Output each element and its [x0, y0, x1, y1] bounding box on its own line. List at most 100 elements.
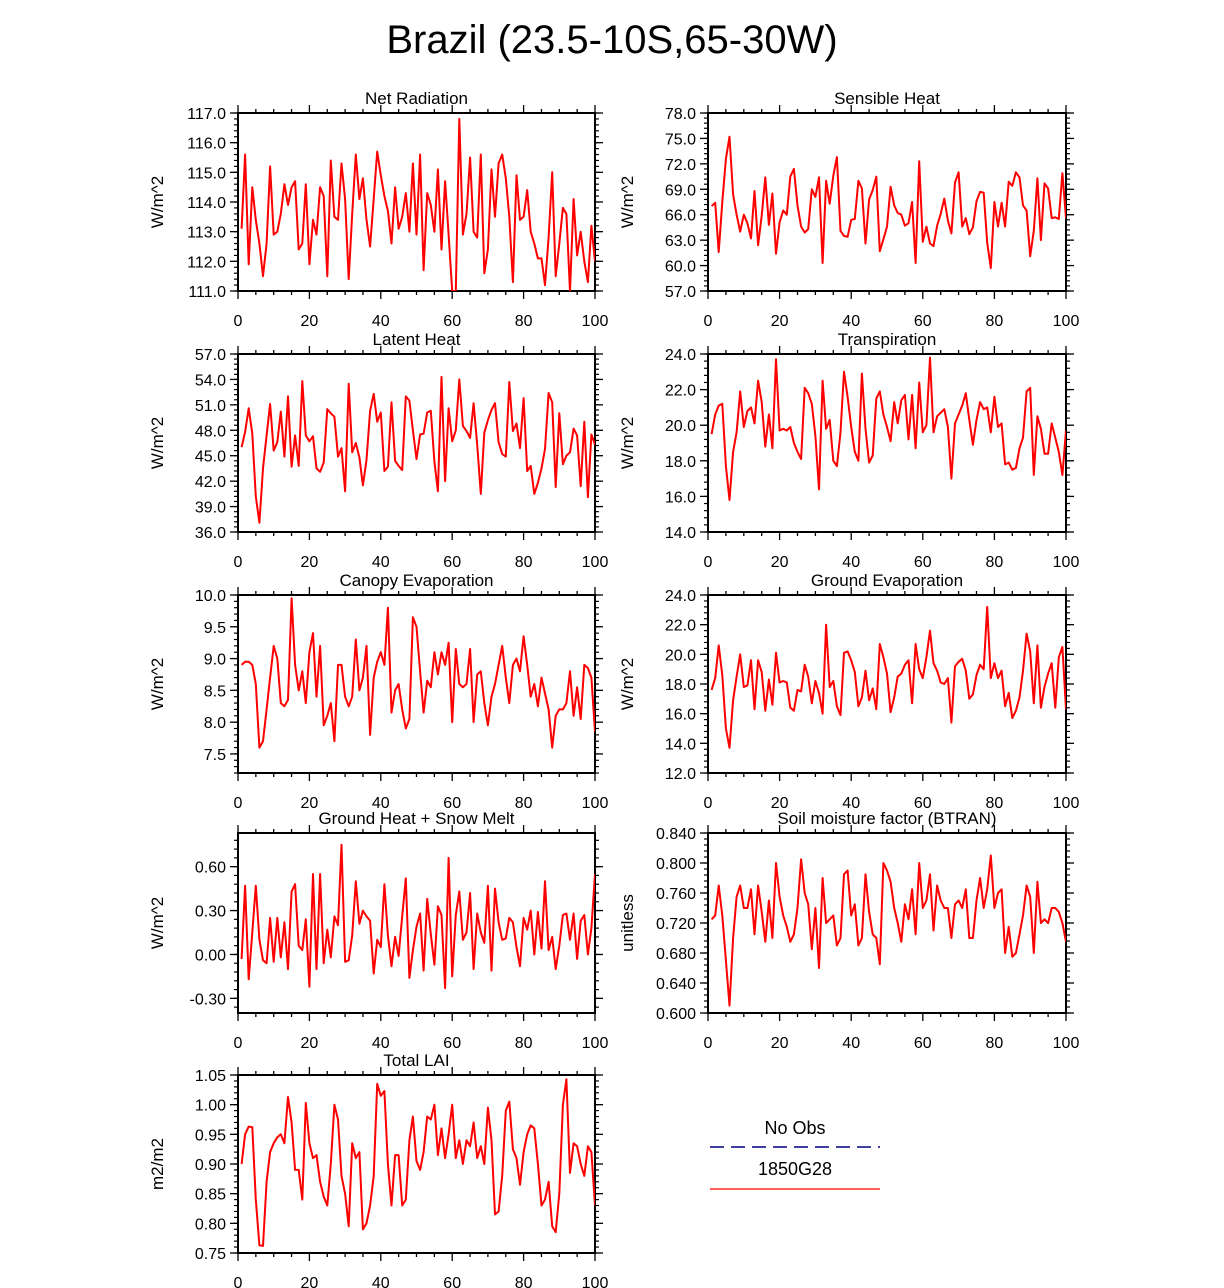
- y-tick-label: 57.0: [665, 284, 696, 301]
- series-line-1850g28: [240, 375, 595, 524]
- y-tick-label: 14.0: [665, 736, 696, 753]
- y-axis-label: W/m^2: [148, 658, 167, 710]
- panel-title: Soil moisture factor (BTRAN): [777, 809, 996, 828]
- plot-frame: [707, 832, 1067, 1014]
- legend: No Obs 1850G28: [710, 1118, 880, 1190]
- y-tick-label: 78.0: [665, 106, 696, 123]
- panel-title: Sensible Heat: [834, 89, 940, 108]
- panel-title: Latent Heat: [373, 330, 461, 349]
- plot-frame: [237, 1074, 596, 1254]
- legend-model-label: 1850G28: [758, 1159, 832, 1179]
- y-tick-label: 18.0: [665, 454, 696, 471]
- y-tick-label: 66.0: [665, 208, 696, 225]
- x-tick-label: 20: [301, 1275, 319, 1288]
- y-axis-label: W/m^2: [618, 176, 637, 228]
- x-tick-label: 60: [914, 795, 932, 812]
- x-tick-label: 40: [372, 1035, 390, 1052]
- y-tick-label: 45.0: [195, 449, 226, 466]
- plot-frame: [707, 112, 1067, 292]
- y-tick-label: 0.800: [656, 856, 696, 873]
- y-tick-label: 113.0: [187, 225, 226, 242]
- panel-total-lai: Total LAI m2/m2 0 20 40 60 80 100 0.75 0.80 0.85 0.…: [148, 1051, 608, 1288]
- panel-net-radiation: Net Radiation W/m^2 0 20 40 60 80 100 111.0 112.0…: [148, 89, 608, 330]
- y-axis-label: W/m^2: [618, 658, 637, 710]
- x-tick-label: 40: [372, 313, 390, 330]
- x-tick-label: 20: [771, 313, 789, 330]
- plot-frame: [707, 353, 1067, 533]
- x-tick-label: 40: [372, 795, 390, 812]
- x-tick-label: 60: [914, 313, 932, 330]
- panel-ground-heat-snow-melt: Ground Heat + Snow Melt W/m^2 0 20 40 60 80 100…: [148, 809, 608, 1052]
- y-tick-label: 22.0: [665, 383, 696, 400]
- y-tick-label: 22.0: [665, 618, 696, 635]
- y-tick-label: 0.760: [656, 886, 696, 903]
- y-tick-label: 54.0: [195, 372, 226, 389]
- y-tick-label: 116.0: [187, 136, 226, 153]
- y-tick-label: 0.95: [195, 1127, 226, 1144]
- series-line-1850g28: [240, 117, 595, 291]
- x-tick-label: 0: [234, 554, 243, 571]
- y-tick-label: 0.30: [195, 904, 226, 921]
- y-tick-label: 57.0: [195, 347, 226, 364]
- y-tick-label: 0.75: [195, 1246, 226, 1263]
- y-tick-label: 12.0: [665, 766, 696, 783]
- y-axis-label: unitless: [618, 894, 637, 952]
- y-axis-label: W/m^2: [618, 417, 637, 469]
- y-tick-label: 117.0: [187, 106, 226, 123]
- panel-title: Net Radiation: [365, 89, 468, 108]
- x-tick-label: 40: [372, 554, 390, 571]
- x-tick-label: 40: [372, 1275, 390, 1288]
- panel-title: Ground Evaporation: [811, 571, 963, 590]
- y-tick-label: 1.05: [195, 1068, 226, 1085]
- panel-ground-evaporation: Ground Evaporation W/m^2 0 20 40 60 80 100 12.0 1…: [618, 571, 1079, 812]
- y-tick-label: 0.720: [656, 916, 696, 933]
- y-tick-label: 75.0: [665, 131, 696, 148]
- series-line-1850g28: [240, 843, 595, 990]
- y-tick-label: 1.00: [195, 1098, 226, 1115]
- x-tick-label: 40: [842, 795, 860, 812]
- series-line-1850g28: [710, 356, 1066, 501]
- x-tick-label: 0: [234, 1035, 243, 1052]
- y-axis-label: m2/m2: [148, 1138, 167, 1190]
- x-tick-label: 40: [842, 1035, 860, 1052]
- x-tick-label: 80: [986, 554, 1004, 571]
- x-tick-label: 0: [704, 313, 713, 330]
- x-tick-label: 80: [515, 313, 533, 330]
- y-tick-label: 63.0: [665, 233, 696, 250]
- plot-frame: [237, 353, 596, 533]
- x-tick-label: 20: [771, 554, 789, 571]
- panel-soil-moisture-factor-btran: Soil moisture factor (BTRAN) unitless 0 20 4…: [618, 809, 1079, 1052]
- series-line-1850g28: [710, 605, 1066, 749]
- y-tick-label: 69.0: [665, 182, 696, 199]
- x-tick-label: 20: [301, 1035, 319, 1052]
- y-tick-label: 111.0: [188, 284, 226, 301]
- y-tick-label: 0.00: [195, 947, 226, 964]
- y-tick-label: 16.0: [665, 489, 696, 506]
- x-tick-label: 20: [301, 795, 319, 812]
- y-tick-label: 9.5: [204, 620, 226, 637]
- y-tick-label: 8.0: [204, 715, 226, 732]
- y-tick-label: 8.5: [204, 683, 226, 700]
- y-tick-label: 112.0: [187, 254, 226, 271]
- x-tick-label: 100: [1053, 795, 1080, 812]
- x-tick-label: 40: [842, 554, 860, 571]
- y-tick-label: 115.0: [187, 165, 226, 182]
- y-axis-label: W/m^2: [148, 176, 167, 228]
- panel-title: Ground Heat + Snow Melt: [318, 809, 514, 828]
- x-tick-label: 0: [234, 795, 243, 812]
- y-tick-label: 42.0: [195, 474, 226, 491]
- y-tick-label: 0.85: [195, 1187, 226, 1204]
- y-tick-label: 0.680: [656, 946, 696, 963]
- y-tick-label: 0.840: [656, 826, 696, 843]
- x-tick-label: 80: [986, 1035, 1004, 1052]
- y-tick-label: 24.0: [665, 347, 696, 364]
- y-tick-label: 51.0: [195, 398, 226, 415]
- x-tick-label: 60: [443, 1275, 461, 1288]
- x-tick-label: 100: [1053, 313, 1080, 330]
- x-tick-label: 0: [704, 1035, 713, 1052]
- y-tick-label: 39.0: [195, 500, 226, 517]
- y-tick-label: 24.0: [665, 588, 696, 605]
- x-tick-label: 80: [986, 795, 1004, 812]
- x-tick-label: 0: [704, 795, 713, 812]
- x-tick-label: 20: [771, 795, 789, 812]
